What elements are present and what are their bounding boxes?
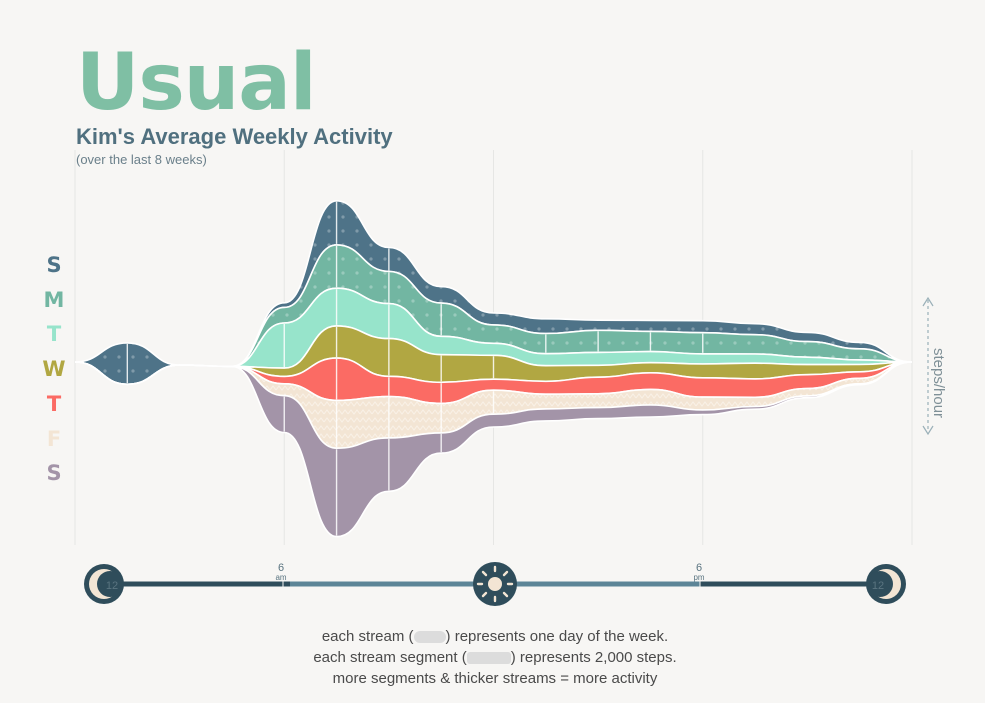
legend-line-1-pre: each stream (	[321, 628, 414, 645]
day-label-fri: F	[46, 426, 62, 451]
legend-line-2-post: ) represents 2,000 steps.	[510, 649, 677, 666]
time-axis-end-label: 12	[872, 580, 884, 592]
moon-icon-end	[866, 564, 906, 604]
legend-line-2-pre: each stream segment (	[313, 649, 467, 666]
y-axis-label: steps/hour	[930, 348, 947, 419]
day-label-thu: T	[46, 391, 62, 416]
legend: each stream ( ) represents one day of the…	[250, 626, 740, 689]
day-label-sat: S	[46, 461, 62, 486]
legend-line-1-post: ) represents one day of the week.	[445, 628, 669, 645]
streams	[74, 199, 913, 538]
moon-icon-start	[84, 564, 124, 604]
tick-sublabel-am: am	[275, 573, 286, 582]
sun-icon	[473, 562, 517, 606]
legend-line-3: more segments & thicker streams = more a…	[332, 670, 658, 687]
tick-label-6pm: 6	[696, 562, 702, 574]
stream-swatch-icon	[413, 631, 446, 644]
stream-texture-sun	[75, 200, 912, 385]
tick-sublabel-pm: pm	[693, 573, 704, 582]
segment-swatch-icon	[466, 652, 511, 665]
day-label-tue: T	[46, 322, 62, 347]
legend-line-2: each stream segment ( ) represents 2,000 …	[250, 647, 740, 668]
day-label-sun: S	[46, 253, 62, 277]
day-legend: S M T W T F S	[40, 248, 68, 491]
day-label-wed: W	[42, 357, 66, 382]
legend-line-1: each stream ( ) represents one day of the…	[250, 626, 740, 647]
chart-note: (over the last 8 weeks)	[76, 152, 207, 167]
tick-label-6am: 6	[278, 562, 284, 574]
chart-subtitle: Kim's Average Weekly Activity	[76, 124, 393, 149]
time-axis-start-label: 12	[106, 580, 118, 592]
chart-title: Usual	[76, 38, 317, 128]
y-axis-arrow	[922, 296, 934, 436]
day-label-mon: M	[43, 287, 65, 312]
time-axis: 12 12 6 am 6 pm	[84, 562, 906, 606]
